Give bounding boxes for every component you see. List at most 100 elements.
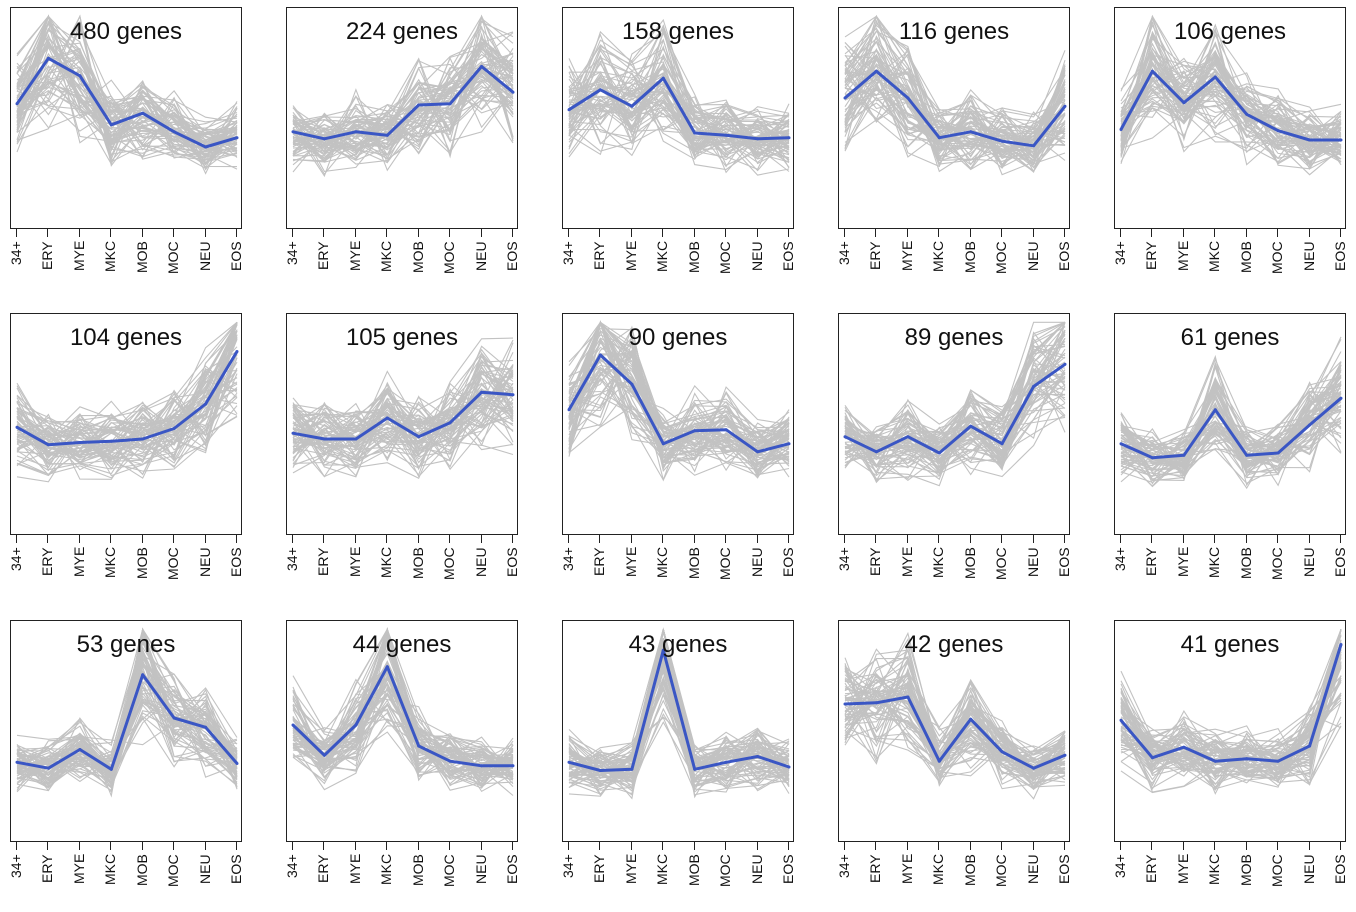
- x-tick-label: MKC: [654, 240, 671, 272]
- cluster-panel-11: 53 genes: [10, 620, 242, 842]
- gene-profile-line: [16, 652, 238, 771]
- x-tick: [1245, 229, 1247, 237]
- x-tick-label: MKC: [930, 546, 947, 578]
- mean-point-MKC: [1213, 759, 1217, 763]
- x-axis: 34+ ERY MYE MKC MOB MOC NEU EOS: [836, 229, 1072, 299]
- mean-point-MKC: [661, 442, 665, 446]
- mean-profile-line: [16, 350, 239, 447]
- gene-profile-line: [844, 690, 1066, 775]
- x-tick-label: ERY: [39, 854, 56, 883]
- mean-point-MOB: [1245, 112, 1249, 116]
- gene-profile-line: [16, 55, 238, 144]
- mean-point-MOB: [141, 673, 145, 677]
- x-tick: [323, 842, 325, 850]
- panel-title: 116 genes: [898, 18, 1010, 45]
- x-tick: [844, 842, 845, 850]
- x-tick: [1151, 842, 1153, 850]
- mean-point-MYE: [1182, 101, 1186, 105]
- x-tick: [938, 535, 940, 543]
- gene-profile-line: [844, 55, 1066, 153]
- gene-profile-line: [292, 339, 514, 469]
- mean-point-MOC: [172, 427, 176, 430]
- mean-point-MOB: [969, 424, 973, 428]
- x-tick-label: MOB: [685, 547, 702, 579]
- mean-point-MOB: [141, 111, 145, 115]
- x-tick: [1245, 535, 1247, 543]
- mean-point-ERY: [46, 56, 50, 60]
- x-tick-label: MKC: [102, 853, 119, 885]
- mean-point-34+: [843, 702, 847, 706]
- x-axis: 34+ ERY MYE MKC MOB MOC NEU EOS: [1112, 229, 1348, 299]
- x-tick: [1001, 229, 1003, 237]
- x-tick: [875, 842, 877, 850]
- mean-point-ERY: [322, 753, 326, 757]
- x-tick-label: EOS: [1056, 547, 1072, 577]
- x-tick: [788, 229, 789, 237]
- gene-profile-line: [1120, 656, 1342, 775]
- x-tick-label: 34+: [1112, 854, 1128, 878]
- gene-profile-line: [16, 392, 238, 464]
- gene-profile-line: [16, 639, 238, 789]
- mean-point-MOC: [1276, 759, 1280, 763]
- x-tick-label: MOB: [409, 241, 426, 273]
- gene-profile-line: [568, 24, 790, 168]
- x-tick: [630, 229, 632, 237]
- mean-point-ERY: [598, 88, 602, 92]
- gene-profile-line: [568, 341, 790, 478]
- gene-profile-line: [1120, 387, 1342, 467]
- gene-profile-line: [16, 322, 238, 477]
- x-tick-label: 34+: [836, 854, 852, 878]
- x-tick-label: MOC: [165, 241, 182, 274]
- mean-point-MYE: [354, 130, 358, 134]
- gene-profile-line: [1120, 33, 1342, 150]
- panel-title: 106 genes: [1173, 18, 1287, 45]
- x-tick: [449, 842, 451, 850]
- x-tick-label: MOC: [1269, 547, 1286, 580]
- x-tick-label: EOS: [504, 547, 520, 577]
- gene-profile-line: [1120, 665, 1342, 781]
- x-tick: [1308, 535, 1310, 543]
- mean-point-MYE: [78, 748, 82, 751]
- gene-profile-line: [16, 97, 238, 146]
- mean-point-MYE: [906, 695, 910, 699]
- x-tick: [1340, 535, 1341, 543]
- mean-point-MOC: [724, 133, 728, 137]
- x-tick: [110, 842, 112, 850]
- mean-point-MOC: [1276, 451, 1280, 455]
- gene-profile-line: [568, 75, 790, 159]
- mean-point-MKC: [937, 759, 941, 763]
- x-tick: [630, 535, 632, 543]
- gene-profile-line: [844, 671, 1066, 771]
- mean-point-MYE: [354, 437, 358, 441]
- x-tick: [16, 535, 17, 543]
- x-tick: [662, 229, 664, 237]
- mean-point-34+: [15, 102, 19, 106]
- gene-profile-line: [568, 335, 790, 466]
- x-tick: [141, 229, 143, 237]
- mean-profile-line: [15, 56, 238, 149]
- mean-point-34+: [843, 96, 847, 100]
- panel-title: 158 genes: [621, 18, 735, 45]
- mean-point-MOB: [141, 437, 145, 441]
- mean-point-MYE: [1182, 745, 1186, 749]
- x-tick: [568, 535, 569, 543]
- mean-point-MOC: [724, 428, 728, 432]
- mean-point-MYE: [78, 74, 82, 78]
- mean-point-34+: [291, 130, 295, 134]
- x-tick: [788, 842, 789, 850]
- mean-point-MOC: [1000, 750, 1004, 754]
- mean-point-EOS: [787, 765, 791, 769]
- x-tick: [599, 229, 601, 237]
- gene-profile-line: [568, 384, 790, 478]
- mean-point-34+: [567, 408, 571, 412]
- x-tick-label: NEU: [472, 854, 489, 884]
- x-tick: [969, 842, 971, 850]
- gene-profile-line: [16, 322, 238, 460]
- x-tick: [386, 535, 388, 543]
- x-tick: [236, 535, 237, 543]
- x-tick-label: MYE: [1174, 546, 1191, 577]
- mean-point-ERY: [322, 137, 326, 141]
- mean-point-NEU: [480, 390, 484, 394]
- gene-profile-line: [844, 361, 1066, 475]
- x-tick: [354, 535, 356, 543]
